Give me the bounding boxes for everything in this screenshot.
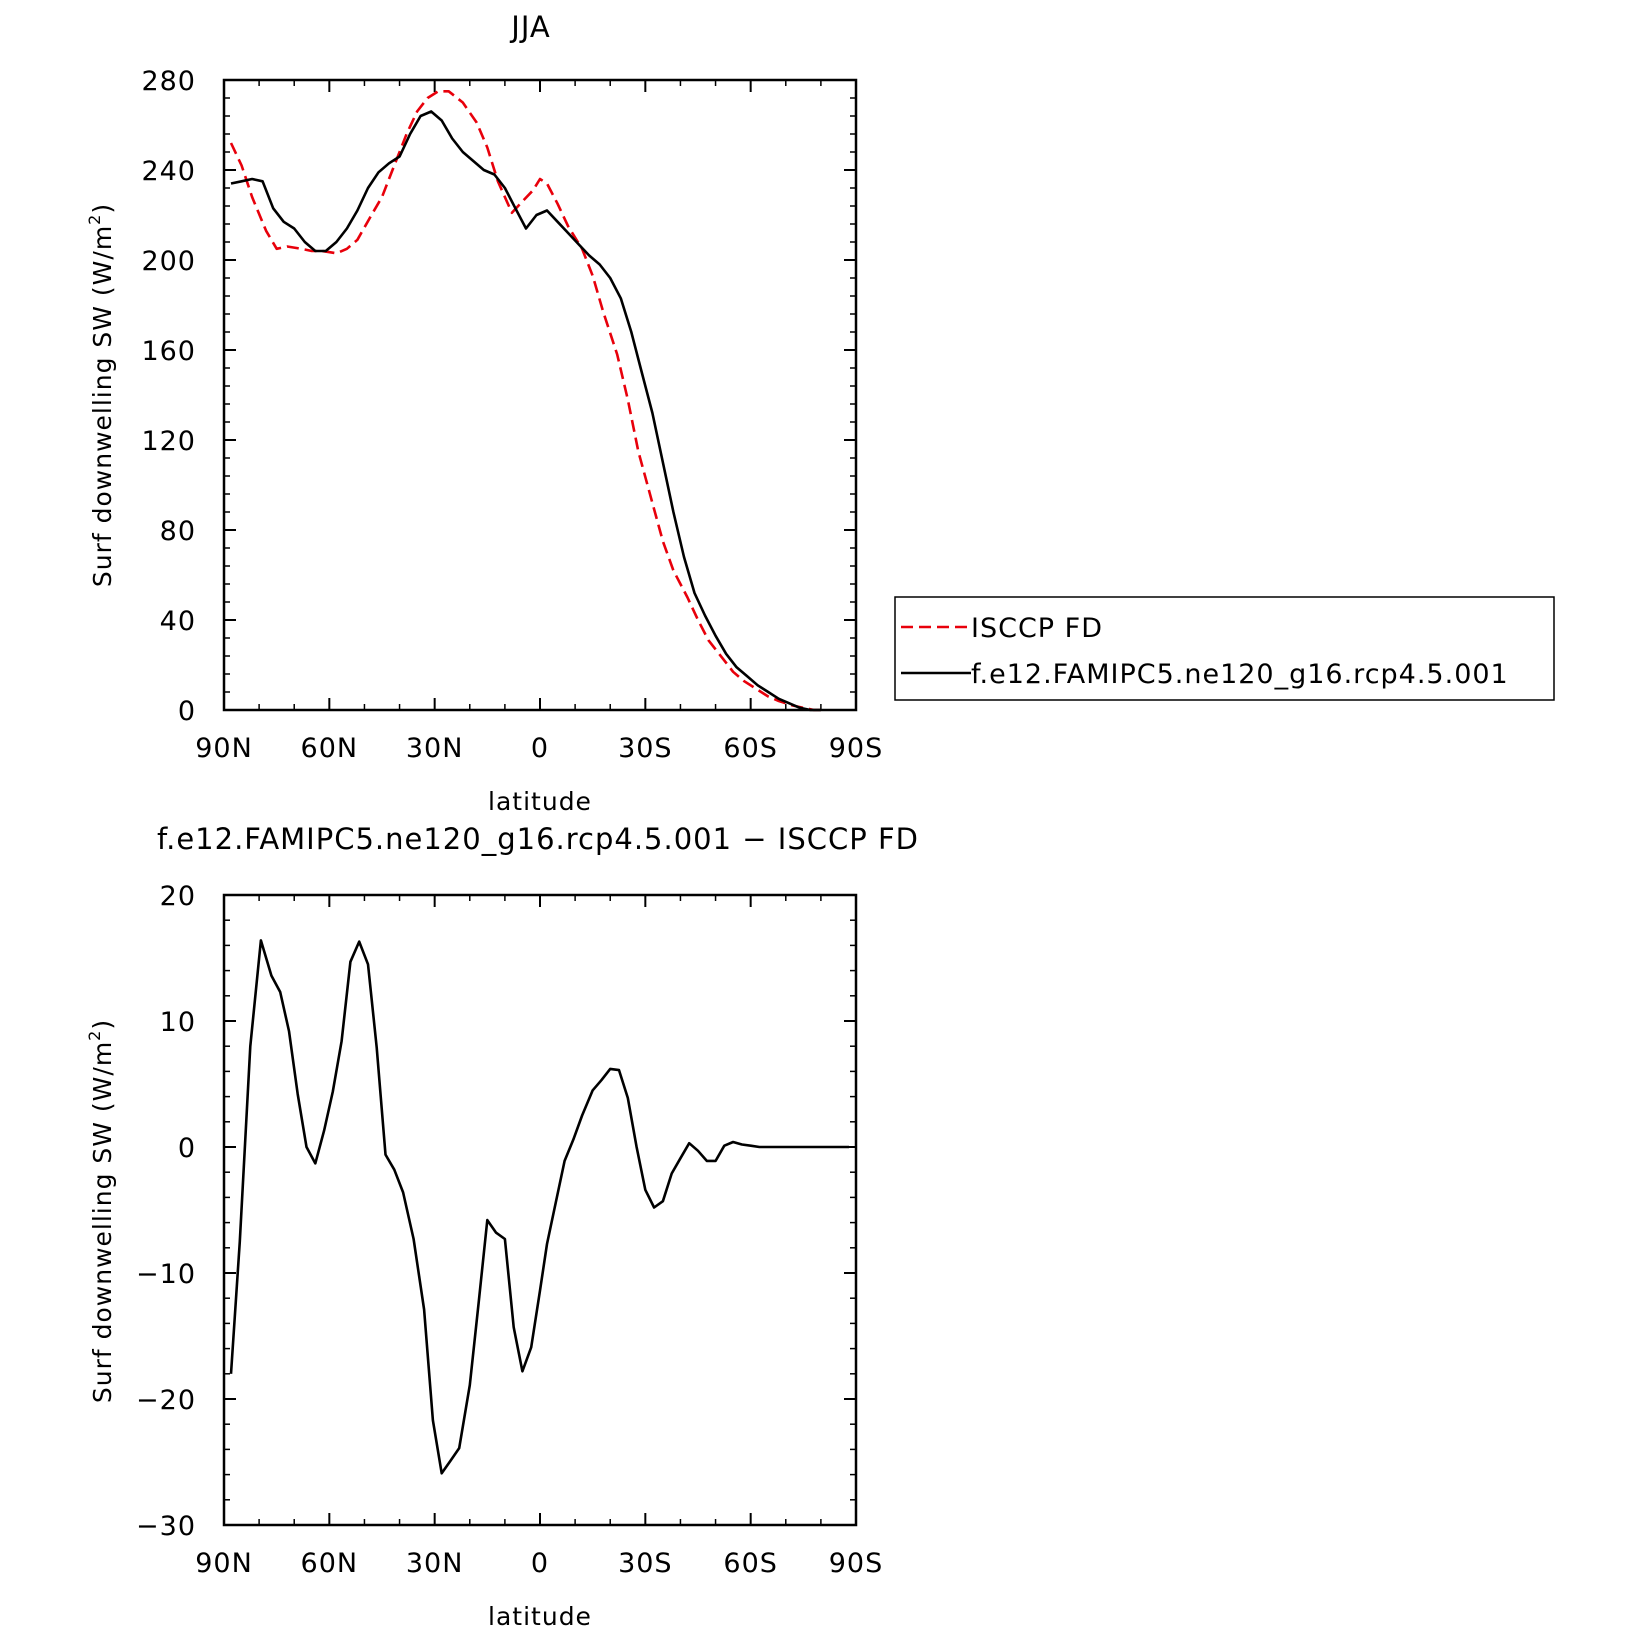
y-tick-labels: 0 40 80 120 160 200 240 280 [141, 66, 196, 727]
tick-marks [223, 79, 857, 711]
y-tick-label: 10 [160, 1007, 196, 1038]
x-tick-label: 60S [723, 1548, 778, 1579]
x-tick-label: 60N [301, 733, 359, 764]
y-tick-label: 280 [141, 66, 196, 97]
x-tick-label: 90S [829, 733, 884, 764]
x-tick-label: 90N [195, 1548, 253, 1579]
climatology-panel: JJA 90N 60N 30N 0 30S 60S 90S 0 40 80 120 160 200 24… [85, 10, 1555, 816]
series-line-model [229, 939, 849, 1475]
x-tick-label: 30S [618, 733, 673, 764]
y-tick-label: 0 [178, 696, 196, 727]
legend-label-isccp: ISCCP FD [971, 613, 1103, 644]
x-axis-label: latitude [488, 1602, 592, 1631]
plot-frame [222, 78, 858, 712]
x-tick-label: 30N [406, 1548, 464, 1579]
y-axis-label: Surf downwelling SW (W/m2) [85, 1019, 117, 1403]
series-line-isccp [229, 90, 821, 712]
tick-marks [223, 894, 857, 1526]
y-tick-label: −10 [136, 1259, 196, 1290]
x-tick-label: 30N [406, 733, 464, 764]
y-tick-label: −30 [136, 1511, 196, 1542]
x-tick-labels: 90N 60N 30N 0 30S 60S 90S [195, 1548, 884, 1579]
x-tick-label: 90N [195, 733, 253, 764]
x-tick-label: 0 [531, 733, 549, 764]
y-tick-label: 120 [141, 426, 196, 457]
series-lines [229, 939, 849, 1475]
x-tick-label: 90S [829, 1548, 884, 1579]
x-tick-label: 30S [618, 1548, 673, 1579]
difference-panel: f.e12.FAMIPC5.ne120_g16.rcp4.5.001 − ISC… [85, 822, 919, 1631]
y-tick-labels: −30 −20 −10 0 10 20 [136, 881, 196, 1542]
plot-frame [222, 893, 858, 1527]
y-tick-label: 20 [160, 881, 196, 912]
y-tick-label: 200 [141, 246, 196, 277]
y-axis-label: Surf downwelling SW (W/m2) [85, 203, 117, 587]
legend-label-model: f.e12.FAMIPC5.ne120_g16.rcp4.5.001 [971, 659, 1509, 690]
panel-title: JJA [509, 10, 550, 44]
x-tick-label: 0 [531, 1548, 549, 1579]
y-tick-label: 240 [141, 156, 196, 187]
x-tick-label: 60S [723, 733, 778, 764]
y-tick-label: 80 [160, 516, 196, 547]
y-tick-label: 40 [160, 606, 196, 637]
x-axis-label: latitude [488, 787, 592, 816]
x-tick-labels: 90N 60N 30N 0 30S 60S 90S [195, 733, 884, 764]
series-lines [229, 90, 821, 712]
panel-title: f.e12.FAMIPC5.ne120_g16.rcp4.5.001 − ISC… [157, 822, 919, 856]
legend-box [894, 596, 1555, 701]
y-tick-label: 0 [178, 1133, 196, 1164]
y-tick-label: −20 [136, 1385, 196, 1416]
x-tick-label: 60N [301, 1548, 359, 1579]
series-line-model [230, 110, 821, 712]
y-tick-label: 160 [141, 336, 196, 367]
legend: ISCCP FD f.e12.FAMIPC5.ne120_g16.rcp4.5.… [894, 596, 1555, 701]
